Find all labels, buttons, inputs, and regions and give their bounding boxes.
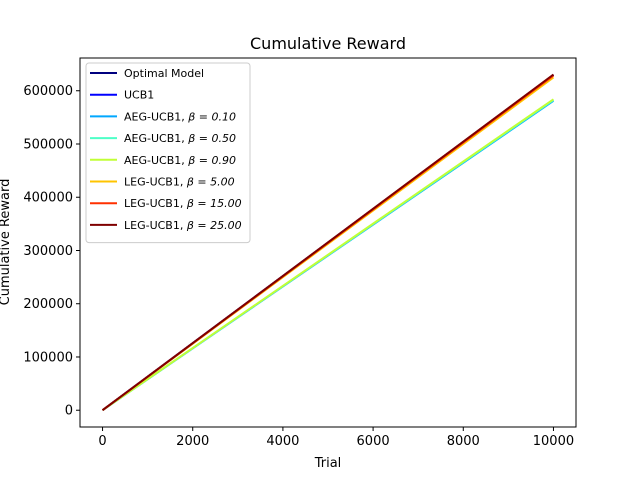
y-axis-ticks: 0 100000 200000 300000 400000 500000 600000: [23, 84, 80, 419]
legend-box: [85, 62, 251, 244]
x-tick-label: 2000: [176, 434, 209, 449]
series-line-4: [101, 98, 555, 412]
chart-title: Cumulative Reward: [250, 34, 406, 53]
x-axis-ticks: 0 2000 4000 6000 8000 10000: [98, 427, 574, 449]
legend-label: LEG-UCB1, β = 5.00: [124, 176, 235, 189]
plot-frame: [79, 57, 577, 428]
x-tick-label: 6000: [357, 434, 390, 449]
series-lines: [101, 73, 555, 412]
y-tick-label: 200000: [23, 297, 73, 312]
legend: Optimal Model UCB1 AEG-UCB1, β = 0.10 AEG-U…: [85, 62, 251, 244]
y-axis-label: Cumulative Reward: [0, 179, 13, 306]
legend-label: AEG-UCB1, β = 0.10: [124, 110, 236, 123]
series-line-7: [101, 73, 555, 412]
x-tick-label: 0: [98, 434, 106, 449]
legend-label: Optimal Model: [124, 67, 204, 80]
y-tick-label: 300000: [23, 244, 73, 259]
y-tick-label: 400000: [23, 191, 73, 206]
legend-label: LEG-UCB1, β = 15.00: [124, 197, 242, 210]
x-axis-label: Trial: [314, 456, 342, 471]
legend-label: AEG-UCB1, β = 0.50: [124, 132, 236, 145]
x-tick-label: 4000: [266, 434, 299, 449]
legend-label: AEG-UCB1, β = 0.90: [124, 154, 236, 167]
x-tick-label: 10000: [533, 434, 574, 449]
legend-label: UCB1: [124, 89, 154, 102]
y-tick-label: 0: [65, 404, 73, 419]
legend-label: LEG-UCB1, β = 25.00: [124, 219, 242, 232]
y-tick-label: 100000: [23, 350, 73, 365]
y-tick-label: 500000: [23, 137, 73, 152]
x-tick-label: 8000: [447, 434, 480, 449]
y-tick-label: 600000: [23, 84, 73, 99]
